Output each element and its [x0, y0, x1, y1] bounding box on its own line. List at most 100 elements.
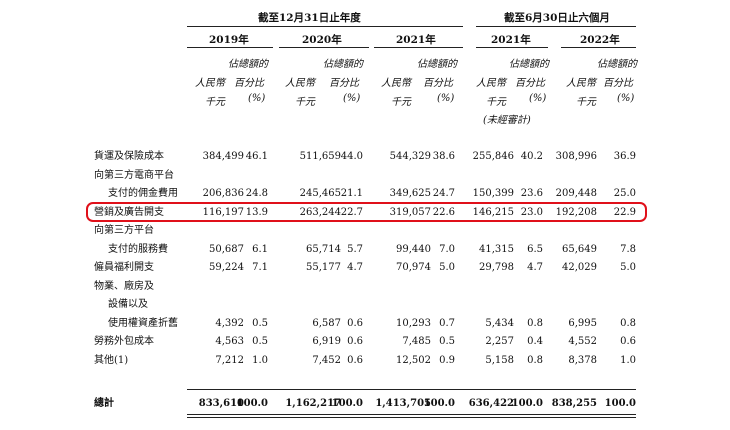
percent-unit-label: (%): [248, 93, 266, 104]
total-amount-cell: 1,413,705: [375, 398, 431, 409]
row-label: 物業、廠房及: [94, 280, 154, 292]
percent-cell: 0.6: [347, 336, 363, 347]
row-label: 其他(1): [94, 354, 129, 366]
amount-cell: 99,440: [396, 243, 431, 255]
percent-cell: 0.4: [527, 336, 543, 347]
percent-cell: 22.9: [613, 206, 636, 218]
amount-cell: 116,197: [202, 206, 244, 218]
amount-cell: 7,452: [312, 354, 341, 366]
percent-unit-label: (%): [343, 93, 361, 104]
total-percent-cell: 100.0: [423, 398, 455, 409]
total-top-rule: [187, 389, 636, 390]
year-rule-2020: [279, 47, 369, 48]
year-rule-2019: [187, 47, 273, 48]
amount-cell: 29,798: [479, 262, 514, 273]
amount-cell: 4,552: [568, 336, 597, 347]
currency-label-line-1: 人民幣: [195, 78, 225, 89]
annual-period-header: 截至12月31日止年度: [258, 12, 361, 24]
percent-cell: 0.5: [252, 317, 268, 329]
amount-cell: 59,224: [209, 262, 244, 273]
currency-label-line-2: 千元: [205, 97, 225, 108]
percent-cell: 36.9: [613, 151, 636, 162]
amount-cell: 8,378: [568, 354, 597, 366]
amount-cell: 384,499: [202, 151, 244, 162]
percent-cell: 21.1: [340, 188, 363, 199]
share-label-line-2: 百分比: [329, 78, 359, 89]
percent-cell: 4.7: [527, 262, 543, 273]
amount-cell: 511,659: [299, 151, 341, 162]
percent-cell: 0.6: [347, 317, 363, 329]
percent-cell: 0.5: [439, 336, 455, 347]
percent-cell: 23.0: [520, 206, 543, 218]
percent-cell: 46.1: [245, 151, 268, 162]
percent-cell: 1.0: [252, 354, 268, 366]
percent-cell: 7.0: [439, 243, 455, 255]
total-amount-cell: 833,610: [198, 398, 244, 409]
total-double-rule-2: [187, 417, 636, 418]
row-label: 僱員福利開支: [94, 262, 154, 273]
share-label-line-1: 佔總額的: [597, 59, 637, 70]
percent-cell: 0.8: [620, 317, 636, 329]
currency-label-line-1: 人民幣: [476, 78, 506, 89]
percent-cell: 0.6: [347, 354, 363, 366]
total-amount-cell: 1,162,217: [285, 398, 341, 409]
currency-label-line-2: 千元: [576, 97, 596, 108]
total-percent-cell: 100.0: [331, 398, 363, 409]
share-label-line-2: 百分比: [603, 78, 633, 89]
amount-cell: 146,215: [472, 206, 514, 218]
amount-cell: 50,687: [209, 243, 244, 255]
amount-cell: 308,996: [555, 151, 597, 162]
annual-header-rule: [187, 26, 463, 27]
percent-cell: 13.9: [245, 206, 268, 218]
interim-header-rule: [476, 26, 636, 27]
percent-cell: 23.6: [520, 188, 543, 199]
percent-unit-label: (%): [617, 93, 635, 104]
amount-cell: 10,293: [396, 317, 431, 329]
currency-label-line-2: 千元: [486, 97, 506, 108]
amount-cell: 65,649: [562, 243, 597, 255]
amount-cell: 42,029: [562, 262, 597, 273]
share-label-line-1: 佔總額的: [509, 59, 549, 70]
amount-cell: 4,392: [215, 317, 244, 329]
percent-cell: 0.6: [620, 336, 636, 347]
amount-cell: 6,919: [312, 336, 341, 347]
percent-cell: 7.1: [252, 262, 268, 273]
percent-cell: 40.2: [520, 151, 543, 162]
percent-cell: 38.6: [432, 151, 455, 162]
currency-label-line-1: 人民幣: [381, 78, 411, 89]
percent-cell: 6.5: [527, 243, 543, 255]
row-label: 使用權資產折舊: [108, 317, 178, 329]
percent-cell: 22.7: [340, 206, 363, 218]
row-label: 向第三方電商平台: [94, 169, 174, 181]
amount-cell: 12,502: [396, 354, 431, 366]
percent-cell: 5.0: [620, 262, 636, 273]
currency-label-line-1: 人民幣: [566, 78, 596, 89]
currency-label-line-2: 千元: [295, 97, 315, 108]
percent-cell: 1.0: [620, 354, 636, 366]
amount-cell: 209,448: [555, 188, 597, 199]
share-label-line-2: 百分比: [515, 78, 545, 89]
currency-label-line-2: 千元: [391, 97, 411, 108]
amount-cell: 206,836: [202, 188, 244, 199]
percent-cell: 4.7: [347, 262, 363, 273]
share-label-line-2: 百分比: [423, 78, 453, 89]
row-label: 勞務外包成本: [94, 336, 154, 347]
amount-cell: 349,625: [389, 188, 431, 199]
percent-cell: 5.0: [439, 262, 455, 273]
amount-cell: 319,057: [389, 206, 431, 218]
row-label: 營銷及廣告開支: [94, 206, 164, 218]
row-label: 貨運及保險成本: [94, 151, 164, 162]
row-label: 支付的服務費: [108, 243, 168, 255]
year-header-2021-interim: 2021年: [491, 34, 531, 46]
amount-cell: 544,329: [389, 151, 431, 162]
amount-cell: 2,257: [485, 336, 514, 347]
percent-cell: 24.8: [245, 188, 268, 199]
percent-cell: 5.7: [347, 243, 363, 255]
percent-unit-label: (%): [437, 93, 455, 104]
currency-label-line-1: 人民幣: [285, 78, 315, 89]
amount-cell: 263,244: [299, 206, 341, 218]
percent-cell: 44.0: [340, 151, 363, 162]
row-label: 設備以及: [108, 299, 148, 310]
interim-period-header: 截至6月30日止六個月: [504, 12, 610, 24]
percent-cell: 25.0: [613, 188, 636, 199]
